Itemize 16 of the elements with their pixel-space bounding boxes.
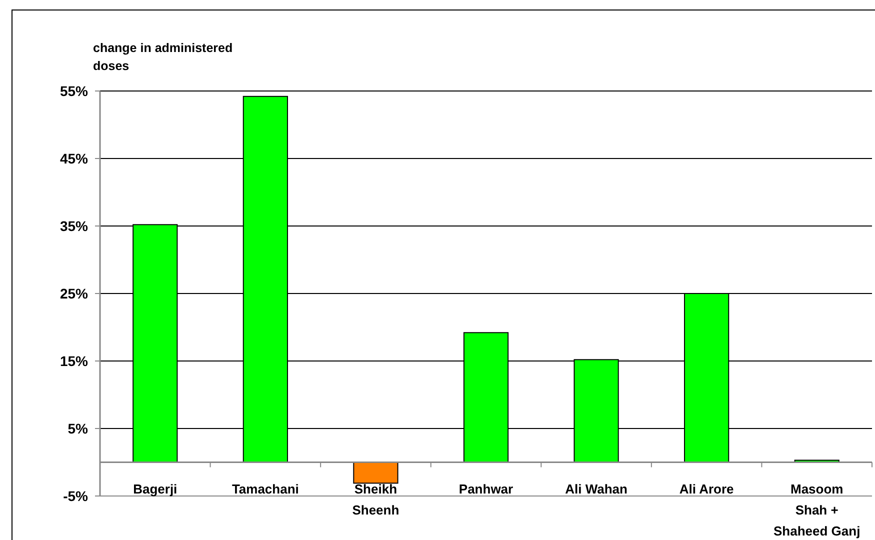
y-tick-label: 35% [60,218,89,234]
x-tick-label: Ali Arore [679,481,734,496]
x-tick-label: Masoom Shah + Shaheed Ganj [774,481,860,538]
y-tick-label: 25% [60,285,89,302]
y-tick-label: 15% [60,352,89,369]
y-tick-label: -5% [63,488,89,504]
y-tick-label: 5% [68,420,89,436]
bar [353,462,398,484]
y-tick-label: 45% [60,150,89,166]
x-tick-label: Panhwar [458,481,514,496]
x-tick-label: Bagerji [133,481,178,496]
x-tick-label: Ali Wahan [565,481,628,496]
x-tick-label: Sheikh Sheenh [352,481,400,518]
y-tick-label: 55% [60,82,89,99]
x-tick-label: Tamachani [232,481,299,496]
y-axis-title: change in administered doses [93,41,233,73]
